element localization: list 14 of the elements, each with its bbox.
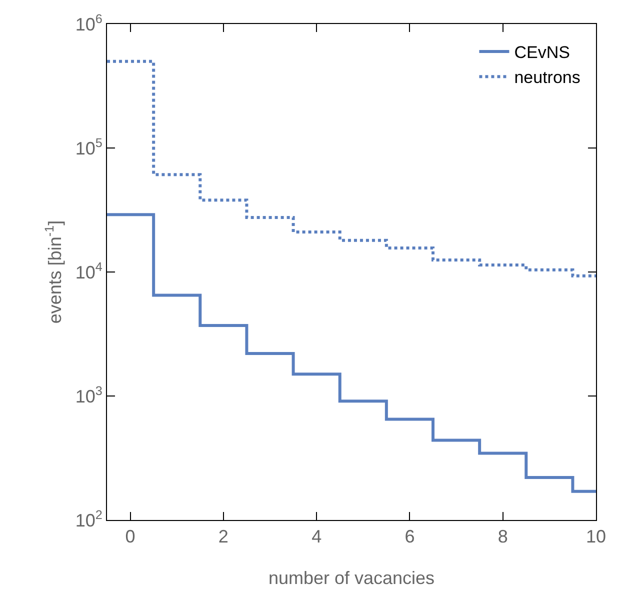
x-axis-title: number of vacancies xyxy=(268,568,435,588)
y-tick-label: 10$^{6}$ xyxy=(75,12,102,34)
legend-label: CEvNS xyxy=(514,43,570,62)
x-tick-label: 0 xyxy=(125,526,136,547)
y-tick-label: 10$^{2}$ xyxy=(75,508,102,530)
x-tick-label: 10 xyxy=(586,526,606,547)
x-tick-label: 6 xyxy=(404,526,415,547)
x-tick-label: 8 xyxy=(498,526,508,547)
y-tick-label: 10$^{3}$ xyxy=(75,384,102,406)
y-tick-label: 10$^{4}$ xyxy=(75,260,102,282)
x-tick-label: 2 xyxy=(218,526,228,547)
x-tick-label: 4 xyxy=(312,526,322,547)
legend-label: neutrons xyxy=(514,68,580,88)
y-tick-label: 10$^{5}$ xyxy=(75,136,102,158)
